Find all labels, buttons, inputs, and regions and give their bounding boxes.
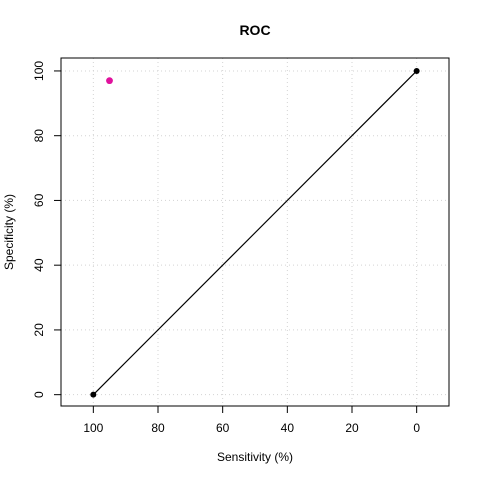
y-axis: 0 20 40 60 80 100 (32, 61, 62, 398)
y-tick-label: 40 (32, 258, 46, 272)
y-gridlines (61, 70, 449, 396)
x-tick-label: 0 (413, 421, 420, 435)
y-tick-label: 60 (32, 193, 46, 207)
x-tick-label: 100 (83, 421, 103, 435)
y-tick-label: 0 (32, 391, 46, 398)
highlight-point (106, 77, 113, 85)
y-axis-label: Specificity (%) (2, 194, 16, 270)
y-tick-label: 80 (32, 129, 46, 143)
roc-curve-line (92, 70, 418, 396)
x-tick-label: 40 (281, 421, 295, 435)
chart-title: ROC (239, 22, 270, 38)
x-axis: 100 80 60 40 20 0 (83, 405, 420, 435)
roc-point (413, 67, 420, 74)
x-axis-label: Sensitivity (%) (217, 450, 293, 464)
x-tick-label: 80 (151, 421, 165, 435)
y-tick-label: 20 (32, 323, 46, 337)
x-tick-label: 60 (216, 421, 230, 435)
y-tick-label: 100 (32, 61, 46, 81)
x-tick-label: 20 (345, 421, 359, 435)
roc-point (90, 391, 97, 398)
data-points (90, 67, 420, 398)
